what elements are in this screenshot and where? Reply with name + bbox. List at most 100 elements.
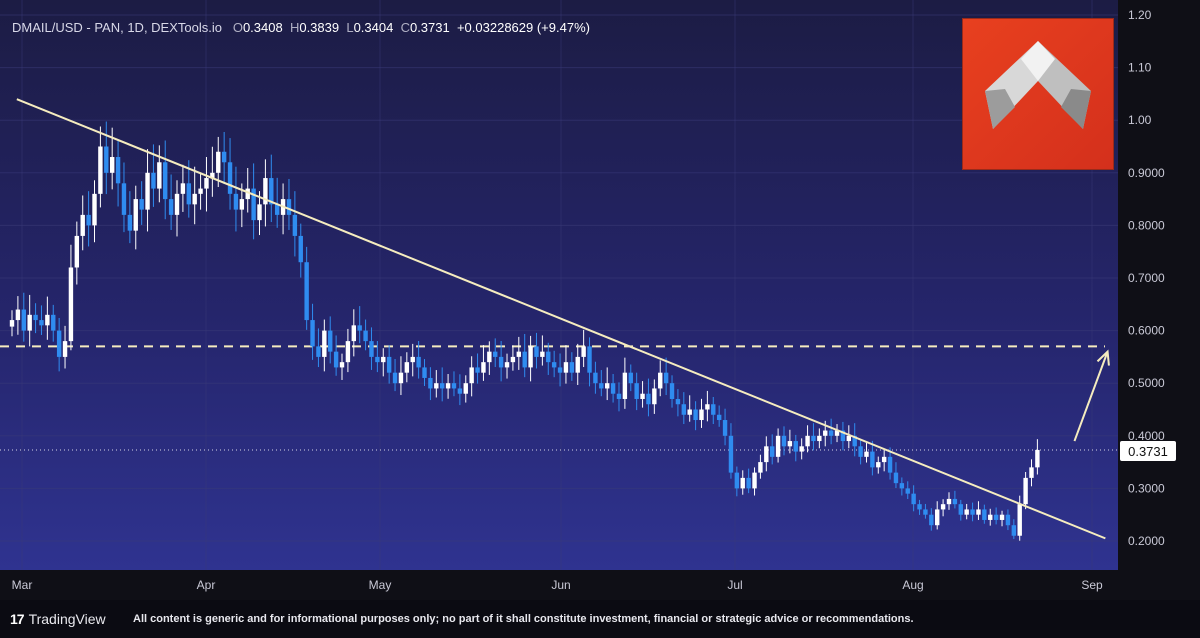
candle-body bbox=[333, 351, 339, 368]
candle-body bbox=[74, 235, 80, 268]
candle-body bbox=[457, 388, 463, 394]
candle-body bbox=[905, 488, 910, 494]
candle-body bbox=[640, 393, 645, 399]
y-tick-label: 1.00 bbox=[1128, 113, 1152, 127]
candle-body bbox=[239, 199, 245, 210]
candle-body bbox=[192, 193, 197, 205]
candle-body bbox=[157, 162, 162, 189]
chevron-logo-icon bbox=[985, 41, 1091, 129]
candle-body bbox=[351, 325, 356, 342]
candle-body bbox=[652, 388, 657, 405]
candle-body bbox=[604, 383, 610, 389]
candle-body bbox=[392, 372, 398, 384]
candle-body bbox=[398, 372, 404, 384]
plot-area[interactable] bbox=[0, 0, 1118, 570]
candle-body bbox=[663, 372, 669, 384]
candle-body bbox=[98, 146, 103, 194]
chart-canvas: 0.2000 0.3000 0.4000 0.5000 0.6000 0.7000 0.80… bbox=[0, 0, 1165, 592]
candle-body bbox=[127, 214, 133, 231]
candle-body bbox=[811, 435, 816, 442]
candle-body bbox=[693, 409, 698, 421]
symbol-header: DMAIL/USD - PAN, 1D, DEXTools.io O0.3408… bbox=[12, 20, 590, 35]
candle-body bbox=[62, 341, 68, 357]
candle-body bbox=[970, 509, 975, 515]
candle-body bbox=[917, 504, 922, 510]
candle-body bbox=[563, 362, 569, 373]
candle-body bbox=[233, 193, 239, 210]
candle-body bbox=[469, 367, 474, 384]
y-tick-label: 0.8000 bbox=[1128, 218, 1165, 232]
candle-body bbox=[823, 430, 828, 436]
candle-body bbox=[251, 188, 256, 221]
candle-body bbox=[675, 398, 681, 405]
candle-body bbox=[569, 362, 575, 373]
candle-body bbox=[15, 309, 21, 321]
candle-body bbox=[21, 309, 26, 331]
candle-body bbox=[428, 377, 433, 389]
candle-body bbox=[952, 498, 958, 505]
candle-body bbox=[339, 362, 345, 368]
candle-body bbox=[899, 483, 905, 489]
candle-body bbox=[976, 509, 981, 515]
candle-body bbox=[39, 320, 44, 326]
candle-body bbox=[56, 330, 62, 357]
candle-body bbox=[1023, 477, 1028, 505]
candle-body bbox=[622, 372, 628, 399]
candle-body bbox=[982, 509, 987, 520]
y-tick-label: 1.10 bbox=[1128, 61, 1152, 75]
candle-body bbox=[746, 477, 751, 489]
candle-body bbox=[711, 404, 716, 415]
candle-body bbox=[540, 351, 545, 357]
candle-body bbox=[740, 477, 745, 489]
candle-body bbox=[357, 325, 362, 331]
candle-body bbox=[876, 462, 881, 468]
high-label: H bbox=[289, 20, 300, 35]
candle-body bbox=[45, 314, 50, 326]
candle-body bbox=[840, 430, 846, 442]
candle-body bbox=[304, 262, 309, 321]
candle-body bbox=[728, 435, 734, 473]
x-tick-label: Sep bbox=[1081, 578, 1103, 592]
candle-body bbox=[133, 199, 138, 231]
candle-body bbox=[887, 456, 893, 473]
tradingview-logo[interactable]: 17 TradingView bbox=[10, 611, 106, 627]
candle-body bbox=[781, 435, 787, 447]
candle-body bbox=[534, 346, 539, 357]
candle-body bbox=[121, 183, 127, 215]
time-axis[interactable] bbox=[0, 570, 1200, 600]
candle-body bbox=[369, 341, 374, 357]
trendline bbox=[16, 98, 1106, 540]
candle-body bbox=[929, 514, 934, 526]
candle-body bbox=[257, 204, 262, 221]
high-value: 0.3839 bbox=[299, 20, 340, 35]
candle-body bbox=[1011, 525, 1017, 536]
candle-body bbox=[498, 356, 504, 368]
candle-body bbox=[828, 430, 834, 436]
candle-body bbox=[551, 362, 557, 368]
candle-body bbox=[51, 314, 56, 331]
brand-logo bbox=[962, 18, 1114, 170]
candle-body bbox=[634, 383, 639, 399]
candle-body bbox=[9, 320, 15, 327]
y-tick-label: 0.5000 bbox=[1128, 376, 1165, 390]
candle-body bbox=[599, 383, 604, 389]
candle-body bbox=[115, 157, 121, 184]
candle-body bbox=[893, 472, 899, 484]
tradingview-brand: TradingView bbox=[28, 611, 106, 627]
candle-body bbox=[817, 435, 822, 442]
candle-body bbox=[410, 356, 415, 363]
candle-body bbox=[722, 420, 728, 436]
candle-body bbox=[557, 367, 563, 373]
low-label: L bbox=[346, 20, 354, 35]
candle-body bbox=[870, 451, 875, 468]
candle-body bbox=[752, 472, 757, 489]
candle-body bbox=[168, 199, 174, 215]
open-value: 0.3408 bbox=[242, 20, 283, 35]
disclaimer-text: All content is generic and for informati… bbox=[133, 613, 914, 625]
price-axis[interactable] bbox=[1118, 0, 1200, 570]
candle-body bbox=[881, 456, 887, 463]
candle-body bbox=[210, 172, 215, 179]
candle-body bbox=[92, 193, 97, 226]
candle-body bbox=[587, 346, 592, 373]
